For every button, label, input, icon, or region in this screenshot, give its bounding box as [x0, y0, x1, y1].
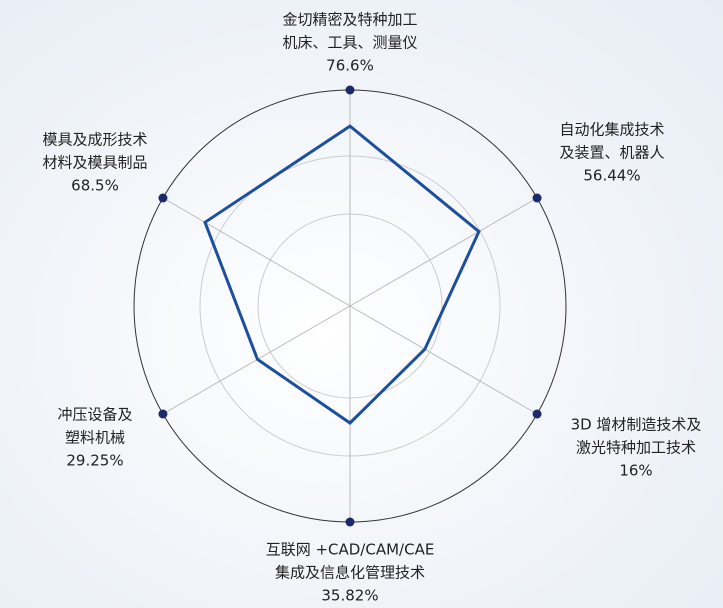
axis-label: 及装置、机器人: [559, 144, 664, 162]
axis-dot: [532, 409, 542, 419]
axis-label: 模具及成形技术: [42, 131, 147, 149]
spoke: [162, 197, 351, 307]
value-label: 76.6%: [326, 57, 374, 75]
value-label: 29.25%: [66, 452, 123, 470]
value-label: 16%: [619, 462, 652, 480]
axis-label: 自动化集成技术: [559, 121, 664, 139]
axis-label: 3D 增材制造技术及: [571, 416, 702, 434]
value-label: 56.44%: [583, 167, 640, 185]
axis-label: 激光特种加工技术: [576, 439, 696, 457]
radar-line: [203, 124, 481, 425]
axis-dot: [345, 85, 355, 95]
value-label: 35.82%: [321, 587, 378, 605]
axis-label: 金切精密及特种加工: [282, 11, 417, 29]
axis-label: 材料及模具制品: [42, 154, 147, 172]
axis-label: 机床、工具、测量仪: [282, 34, 417, 52]
axis-label: 冲压设备及: [57, 406, 132, 424]
axis-dot: [158, 409, 168, 419]
value-label: 68.5%: [71, 177, 119, 195]
axis-dot: [345, 517, 355, 527]
axis-label: 集成及信息化管理技术: [275, 564, 425, 582]
axis-label: 塑料机械: [65, 429, 125, 447]
spoke: [349, 305, 538, 415]
axis-label: 互联网 +CAD/CAM/CAE: [266, 541, 435, 559]
axis-dot: [532, 193, 542, 203]
axis-dot: [158, 193, 168, 203]
spoke: [349, 197, 538, 307]
